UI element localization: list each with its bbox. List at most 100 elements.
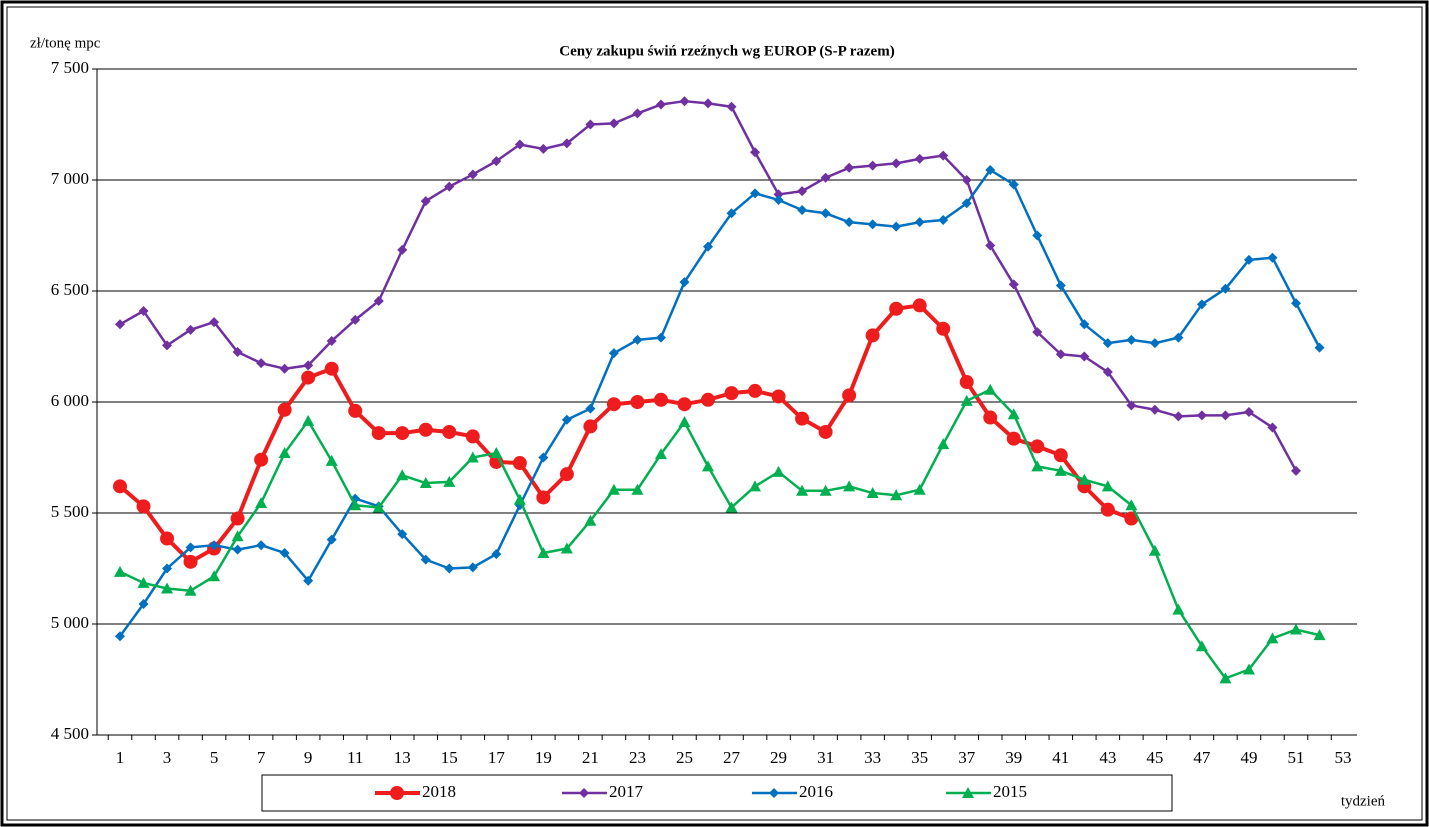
x-tick-label: 43: [1099, 748, 1116, 767]
x-tick-label: 19: [535, 748, 552, 767]
y-tick-label: 6 500: [51, 280, 89, 299]
data-point: [444, 563, 455, 574]
data-point: [1055, 349, 1066, 360]
data-point: [372, 501, 385, 513]
data-point: [653, 392, 668, 407]
data-point: [866, 487, 879, 499]
data-point: [348, 403, 363, 418]
data-point: [702, 460, 714, 472]
x-tick-label: 7: [257, 748, 266, 767]
data-point: [938, 150, 949, 161]
data-point: [632, 108, 643, 119]
data-point: [513, 493, 526, 505]
data-point: [703, 98, 713, 109]
x-tick-label: 41: [1052, 748, 1069, 767]
data-point: [561, 138, 572, 149]
data-point: [1032, 327, 1043, 338]
data-point: [679, 96, 690, 107]
data-point: [1313, 629, 1326, 641]
data-point: [324, 361, 339, 376]
data-point: [1078, 473, 1091, 485]
data-point: [585, 403, 596, 414]
legend-marker: [579, 788, 589, 798]
data-point: [1290, 623, 1302, 635]
data-point: [1102, 367, 1113, 378]
data-point: [137, 576, 150, 588]
data-point: [606, 397, 621, 412]
data-point: [844, 217, 855, 228]
data-point: [420, 554, 431, 565]
data-point: [303, 575, 314, 586]
data-point: [490, 447, 503, 459]
data-point: [559, 467, 574, 482]
x-axis-label: tydzień: [1341, 793, 1386, 809]
data-point: [208, 570, 221, 582]
data-point: [230, 511, 245, 526]
data-point: [961, 198, 972, 209]
data-point: [397, 529, 408, 540]
data-point: [256, 540, 267, 551]
x-tick-label: 17: [488, 748, 506, 767]
data-point: [750, 147, 761, 158]
data-point: [1008, 179, 1019, 190]
data-point: [185, 324, 196, 335]
data-point: [912, 298, 927, 313]
data-point: [209, 317, 220, 328]
data-point: [913, 483, 926, 495]
data-point: [1220, 283, 1231, 294]
x-tick-label: 27: [723, 748, 741, 767]
data-point: [818, 424, 833, 439]
legend-label: 2017: [609, 782, 644, 801]
data-point: [465, 429, 480, 444]
data-point: [1173, 332, 1184, 343]
data-point: [795, 411, 810, 426]
data-point: [1148, 544, 1161, 556]
x-tick-label: 51: [1288, 748, 1305, 767]
data-point: [867, 219, 878, 230]
data-point: [819, 484, 832, 496]
data-point: [115, 319, 125, 330]
x-tick-label: 35: [911, 748, 928, 767]
data-point: [985, 240, 996, 251]
data-point: [1126, 334, 1137, 345]
data-point: [232, 544, 243, 555]
data-point: [183, 554, 198, 569]
legend-label: 2016: [799, 782, 833, 801]
data-point: [608, 348, 619, 359]
data-point: [1101, 480, 1114, 492]
data-point: [771, 389, 786, 404]
data-point: [560, 542, 573, 554]
data-point: [607, 483, 620, 495]
x-tick-label: 37: [958, 748, 976, 767]
data-point: [442, 424, 457, 439]
legend-label: 2018: [422, 782, 456, 801]
data-point: [1172, 603, 1185, 615]
data-point: [1173, 411, 1184, 422]
series-line: [118, 303, 1133, 564]
y-tick-label: 7 500: [51, 58, 89, 77]
x-tick-label: 21: [582, 748, 599, 767]
data-point: [1267, 252, 1278, 263]
data-point: [512, 456, 527, 471]
data-point: [1220, 410, 1231, 421]
data-point: [537, 546, 550, 558]
data-point: [231, 530, 244, 542]
data-point: [773, 194, 784, 205]
data-point: [842, 388, 857, 403]
data-point: [1126, 400, 1137, 411]
data-point: [631, 483, 644, 495]
data-point: [1100, 502, 1115, 517]
data-point: [373, 295, 384, 306]
data-point: [349, 499, 362, 511]
data-point: [820, 208, 831, 219]
data-point: [985, 165, 996, 176]
data-point: [279, 547, 290, 558]
data-point: [891, 158, 902, 169]
data-point: [256, 358, 267, 369]
data-point: [254, 452, 269, 467]
data-point: [677, 397, 692, 412]
data-point: [1196, 299, 1207, 310]
y-axis-label: zł/tonę mpc: [30, 35, 101, 51]
data-point: [725, 501, 738, 513]
